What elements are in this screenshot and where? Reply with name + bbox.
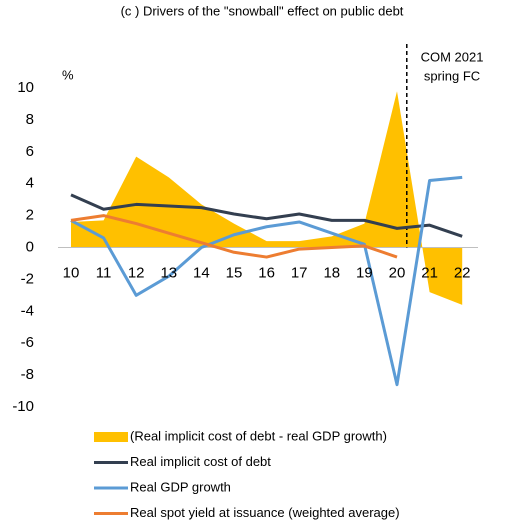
chart-title: (c ) Drivers of the "snowball" effect on…: [121, 3, 404, 18]
annotation: spring FC: [424, 68, 480, 83]
y-axis-label: %: [62, 67, 74, 82]
x-tick-label: 21: [421, 264, 438, 281]
x-tick-label: 16: [258, 264, 275, 281]
y-tick-label: -6: [21, 334, 34, 351]
x-tick-label: 17: [291, 264, 308, 281]
x-tick-label: 19: [356, 264, 373, 281]
y-tick-label: 10: [17, 79, 34, 96]
area: [71, 91, 463, 305]
line: [70, 214, 398, 259]
line: [70, 193, 463, 238]
y-tick-label: 6: [26, 143, 34, 160]
y-tick-label: 0: [26, 238, 34, 255]
y-tick-label: -8: [21, 366, 34, 383]
y-tick-label: 8: [26, 111, 34, 128]
annotation: COM 2021: [421, 49, 484, 64]
y-tick-label: 2: [26, 207, 34, 224]
x-tick-label: 15: [226, 264, 243, 281]
x-tick-label: 10: [63, 264, 80, 281]
x-tick-label: 20: [389, 264, 406, 281]
x-tick-label: 22: [454, 264, 471, 281]
legend-label: Real spot yield at issuance (weighted av…: [130, 505, 400, 520]
legend-swatch: [94, 432, 128, 442]
legend-label: Real implicit cost of debt: [130, 454, 271, 469]
y-tick-label: -10: [12, 398, 34, 415]
legend-label: (Real implicit cost of debt - real GDP g…: [130, 428, 387, 443]
y-tick-label: 4: [26, 175, 34, 192]
y-tick-label: -4: [21, 302, 34, 319]
line: [70, 175, 463, 387]
y-tick-label: -2: [21, 270, 34, 287]
x-tick-label: 18: [323, 264, 340, 281]
x-tick-label: 12: [128, 264, 145, 281]
x-tick-label: 13: [160, 264, 177, 281]
x-tick-label: 11: [96, 264, 112, 281]
x-tick-label: 14: [193, 264, 210, 281]
legend-label: Real GDP growth: [130, 479, 231, 494]
